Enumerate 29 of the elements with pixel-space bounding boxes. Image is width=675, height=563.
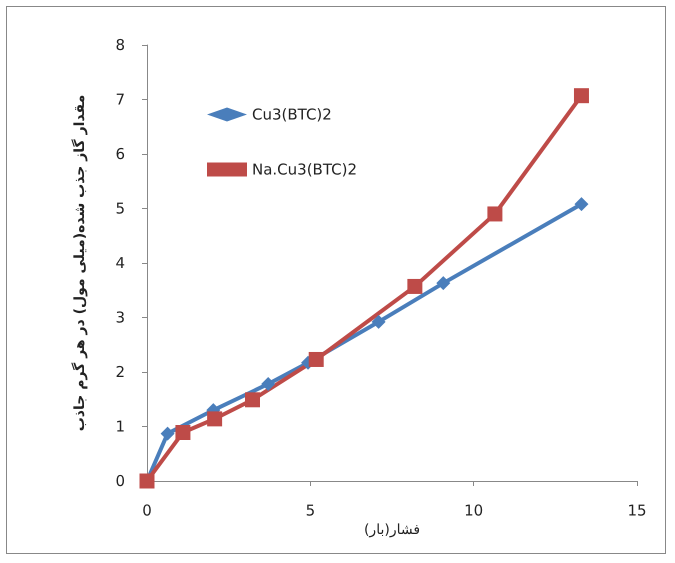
point — [372, 314, 386, 329]
x-tick-label: 15 — [627, 502, 647, 520]
y-tick-label: 4 — [115, 254, 125, 272]
point — [160, 426, 175, 441]
point — [574, 197, 588, 212]
point — [175, 424, 190, 440]
x-tick-label: 0 — [142, 502, 152, 520]
point — [574, 88, 589, 104]
point — [487, 206, 502, 222]
y-tick-label: 5 — [115, 200, 125, 218]
x-tick-label: 5 — [306, 502, 316, 520]
y-tick-label: 6 — [115, 145, 125, 163]
point — [261, 376, 276, 391]
point — [407, 278, 422, 294]
point — [245, 392, 260, 408]
y-tick-label: 7 — [115, 90, 125, 108]
point — [308, 352, 324, 367]
legend-label: Cu3(BTC)2 — [252, 106, 332, 124]
y-tick-label: 3 — [115, 308, 125, 326]
y-tick-label: 0 — [115, 472, 125, 490]
x-axis-title: فشار(بار) — [364, 522, 420, 538]
y-tick-label: 2 — [115, 363, 125, 381]
point — [436, 276, 450, 290]
y-axis-title: مقدار گاز جذب شده(میلی مول) در هر گرم جاذب — [71, 94, 88, 432]
y-tick-label: 1 — [115, 418, 125, 436]
point — [207, 411, 222, 426]
y-tick-label: 8 — [115, 36, 125, 54]
legend-label: Na.Cu3(BTC)2 — [252, 160, 357, 178]
x-tick-label: 10 — [464, 502, 484, 520]
